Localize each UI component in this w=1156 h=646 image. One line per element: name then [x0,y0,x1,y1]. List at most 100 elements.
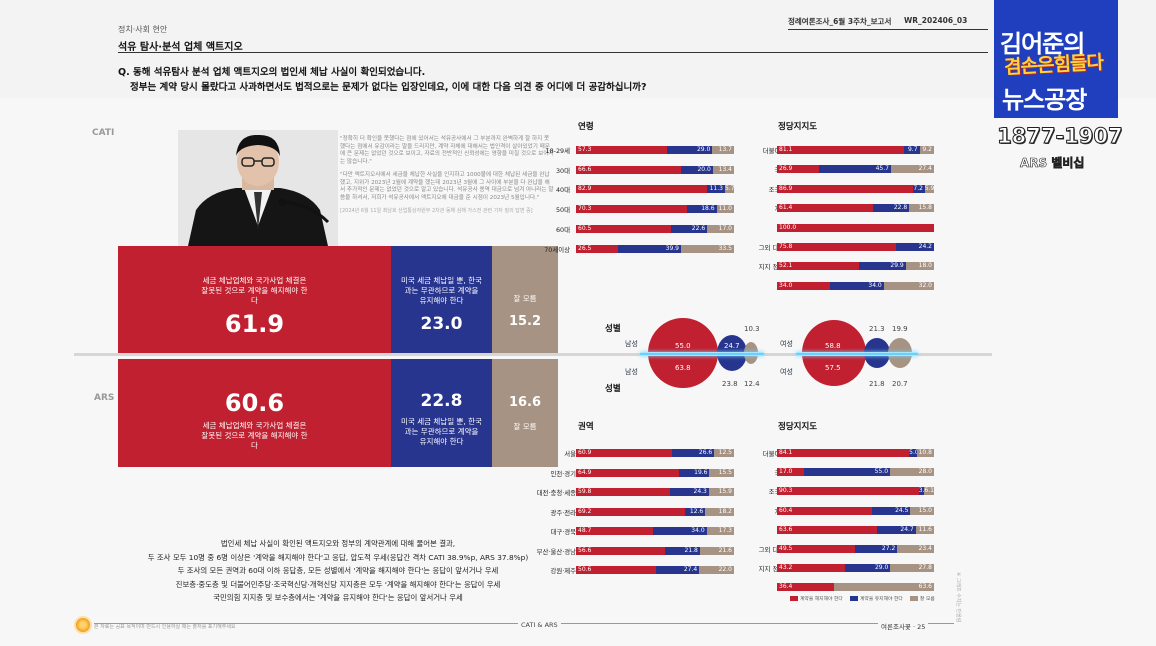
ars-maintain-value: 22.8 [420,391,463,411]
quote-paragraph-2: "다만 액트지오사에서 세금을 체납한 사실을 인지하고 1000불에 대한 체… [340,171,554,201]
bar-segment-maintain: 22.6 [671,224,708,233]
stacked-bar: 69.2 12.6 18.2 [576,507,734,516]
stacked-bar: 36.4 63.6 [777,583,934,592]
speaker-illustration [178,130,338,246]
bar-segment-terminate: 26.5 [576,244,618,253]
bar-segment-maintain: 3.6 [918,487,925,496]
cati-maintain-block: 미국 세금 체납일 뿐, 한국과는 무관하므로 계약을 유지해야 한다 23.0 [391,246,492,354]
title-divider [118,52,988,53]
topic-title: 석유 탐사·분석 업체 액트지오 [118,42,243,53]
gender-male-label-cati: 남성 [625,340,638,348]
stacked-bar: 63.6 24.7 11.6 [777,525,934,534]
age-chart-title: 연령 [578,122,594,132]
bar-segment-terminate: 17.0 [777,468,804,477]
female-cati-maintain: 21.3 [869,325,885,333]
gender-female-label-ars: 여성 [780,368,793,376]
cati-terminate-value: 61.9 [224,310,285,338]
cati-maintain-value: 23.0 [420,314,463,334]
male-highlight-line [640,352,764,356]
report-name: 정례여론조사_6월 3주차_보고서 [788,17,892,26]
bar-segment-maintain: 21.8 [665,546,700,555]
stacked-bar: 48.7 34.0 17.3 [576,527,734,535]
male-cati-maintain: 24.7 [724,342,740,350]
cati-ars-divider [74,353,992,356]
bar-segment-unknown: 11.0 [716,205,734,214]
logo-line-2: 겸손은힘들다 [1003,51,1104,79]
legend-blue-swatch [850,596,858,601]
stacked-bar: 90.33.66.1 [777,487,934,496]
female-ars-unknown: 20.7 [892,380,908,388]
bar-category-label: 대구·경북 [550,528,576,536]
bar-segment-unknown: 22.0 [699,566,734,574]
bar-segment-maintain: 18.6 [687,205,717,214]
bar-segment-unknown: 28.0 [890,468,934,477]
summary-line-2: 두 조사 모두 10명 중 6명 이상은 '계약을 해지해야 한다'고 응답, … [147,552,529,562]
bar-segment-unknown: 27.4 [890,165,934,174]
stacked-bar: 34.0 34.0 32.0 [777,281,934,290]
bar-segment-maintain: 24.7 [876,525,916,534]
male-cati-unknown: 10.3 [744,325,760,333]
stacked-bar: 26.5 39.9 33.5 [576,244,734,253]
ars-terminate-value: 60.6 [224,389,285,417]
stacked-bar: 60.4 24.5 15.0 [777,506,934,515]
bar-segment-maintain: 27.4 [655,566,700,574]
bar-segment-unknown: 10.8 [917,449,934,457]
stacked-bar: 70.3 18.6 11.0 [576,205,734,214]
bar-segment-unknown: 13.4 [712,165,734,174]
bar-segment-maintain: 34.0 [830,281,884,290]
bar-segment-unknown: 5.9 [924,184,934,193]
bar-segment-maintain: 29.0 [666,146,713,154]
summary-text: 법인세 체납 사실이 확인된 액트지오와 정부의 계약관계에 대해 물어본 결과… [118,537,558,605]
bar-segment-maintain: 20.0 [681,165,713,174]
bar-category-label: 18-29세 [545,147,570,155]
male-ars-maintain: 23.8 [722,380,738,388]
bar-category-label: 부산·울산·경남 [536,547,576,556]
bar-category-label: 30대 [555,166,570,175]
stacked-bar: 66.6 20.0 13.4 [576,165,734,174]
bar-segment-unknown: 33.5 [681,244,734,253]
bar-segment-terminate: 75.8 [777,243,896,251]
summary-line-5: 국민의힘 지지층 및 보수층에서는 '계약을 유지해야 한다'는 응답이 앞서거… [213,593,463,603]
bar-segment-terminate: 43.2 [777,564,845,573]
bar-segment-maintain: 7.2 [913,184,925,193]
bar-category-label: 서울 [564,450,576,458]
bar-segment-maintain: 34.0 [652,527,707,535]
bar-segment-terminate: 100.0 [777,223,934,232]
legend-terminate: 계약을 해지해야 한다 [790,596,843,603]
bar-segment-unknown: 18.2 [705,507,734,516]
bar-segment-terminate: 52.1 [777,262,859,271]
bar-segment-maintain: 12.6 [685,507,706,516]
bar-segment-terminate: 70.3 [576,205,688,214]
ars-terminate-label: 세금 체납업체와 국가사업 체결은 잘못된 것으로 계약을 해지해야 한다 [201,421,308,450]
bar-segment-maintain: 55.0 [803,468,891,477]
stacked-bar: 26.9 45.7 27.4 [777,165,934,174]
bar-segment-terminate: 69.2 [576,507,686,516]
ars-terminate-block: 60.6 세금 체납업체와 국가사업 체결은 잘못된 것으로 계약을 해지해야 … [118,359,391,467]
stacked-bar: 43.2 29.0 27.8 [777,564,934,573]
bar-segment-unknown: 63.6 [834,583,934,592]
bar-segment-maintain: 29.0 [844,564,891,573]
ars-maintain-block: 22.8 미국 세금 체납일 뿐, 한국과는 무관하므로 계약을 유지해야 한다 [391,359,492,467]
bar-segment-terminate: 60.4 [777,506,872,515]
party-chart-title-ars: 정당지지도 [778,422,818,432]
bar-segment-terminate: 86.9 [777,184,914,193]
stacked-bar: 60.5 22.6 17.0 [576,224,734,233]
ars-side-label: ARS [94,393,115,403]
ars-unknown-block: 16.6 잘 모름 [492,359,558,467]
bar-segment-terminate: 84.1 [777,449,910,457]
ars-unknown-label: 잘 모름 [513,422,537,431]
question-line-2: 정부는 계약 당시 몰랐다고 사과하면서도 법적으로는 문제가 없다는 입장인데… [130,82,647,93]
bar-segment-unknown: 17.0 [707,224,734,233]
bar-category-label: 60대 [555,225,570,234]
male-ars-terminate: 63.8 [675,364,691,372]
stacked-bar: 52.1 29.9 18.0 [777,262,934,271]
ars-unknown-value: 16.6 [508,395,542,410]
cati-terminate-block: 세금 체납업체와 국가사업 체결은 잘못된 것으로 계약을 해지해야 한다 61… [118,246,391,354]
stacked-bar: 81.1 9.7 9.2 [777,146,934,154]
question-line-1: Q. 동해 석유탐사 분석 업체 액트지오의 법인세 체납 사실이 확인되었습니… [118,67,426,78]
bar-segment-terminate: 66.6 [576,165,682,174]
report-code: WR_202406_03 [904,16,968,25]
bar-segment-unknown: 13.7 [712,146,734,154]
cati-unknown-value: 15.2 [508,314,542,329]
bar-segment-unknown: 32.0 [883,281,934,290]
